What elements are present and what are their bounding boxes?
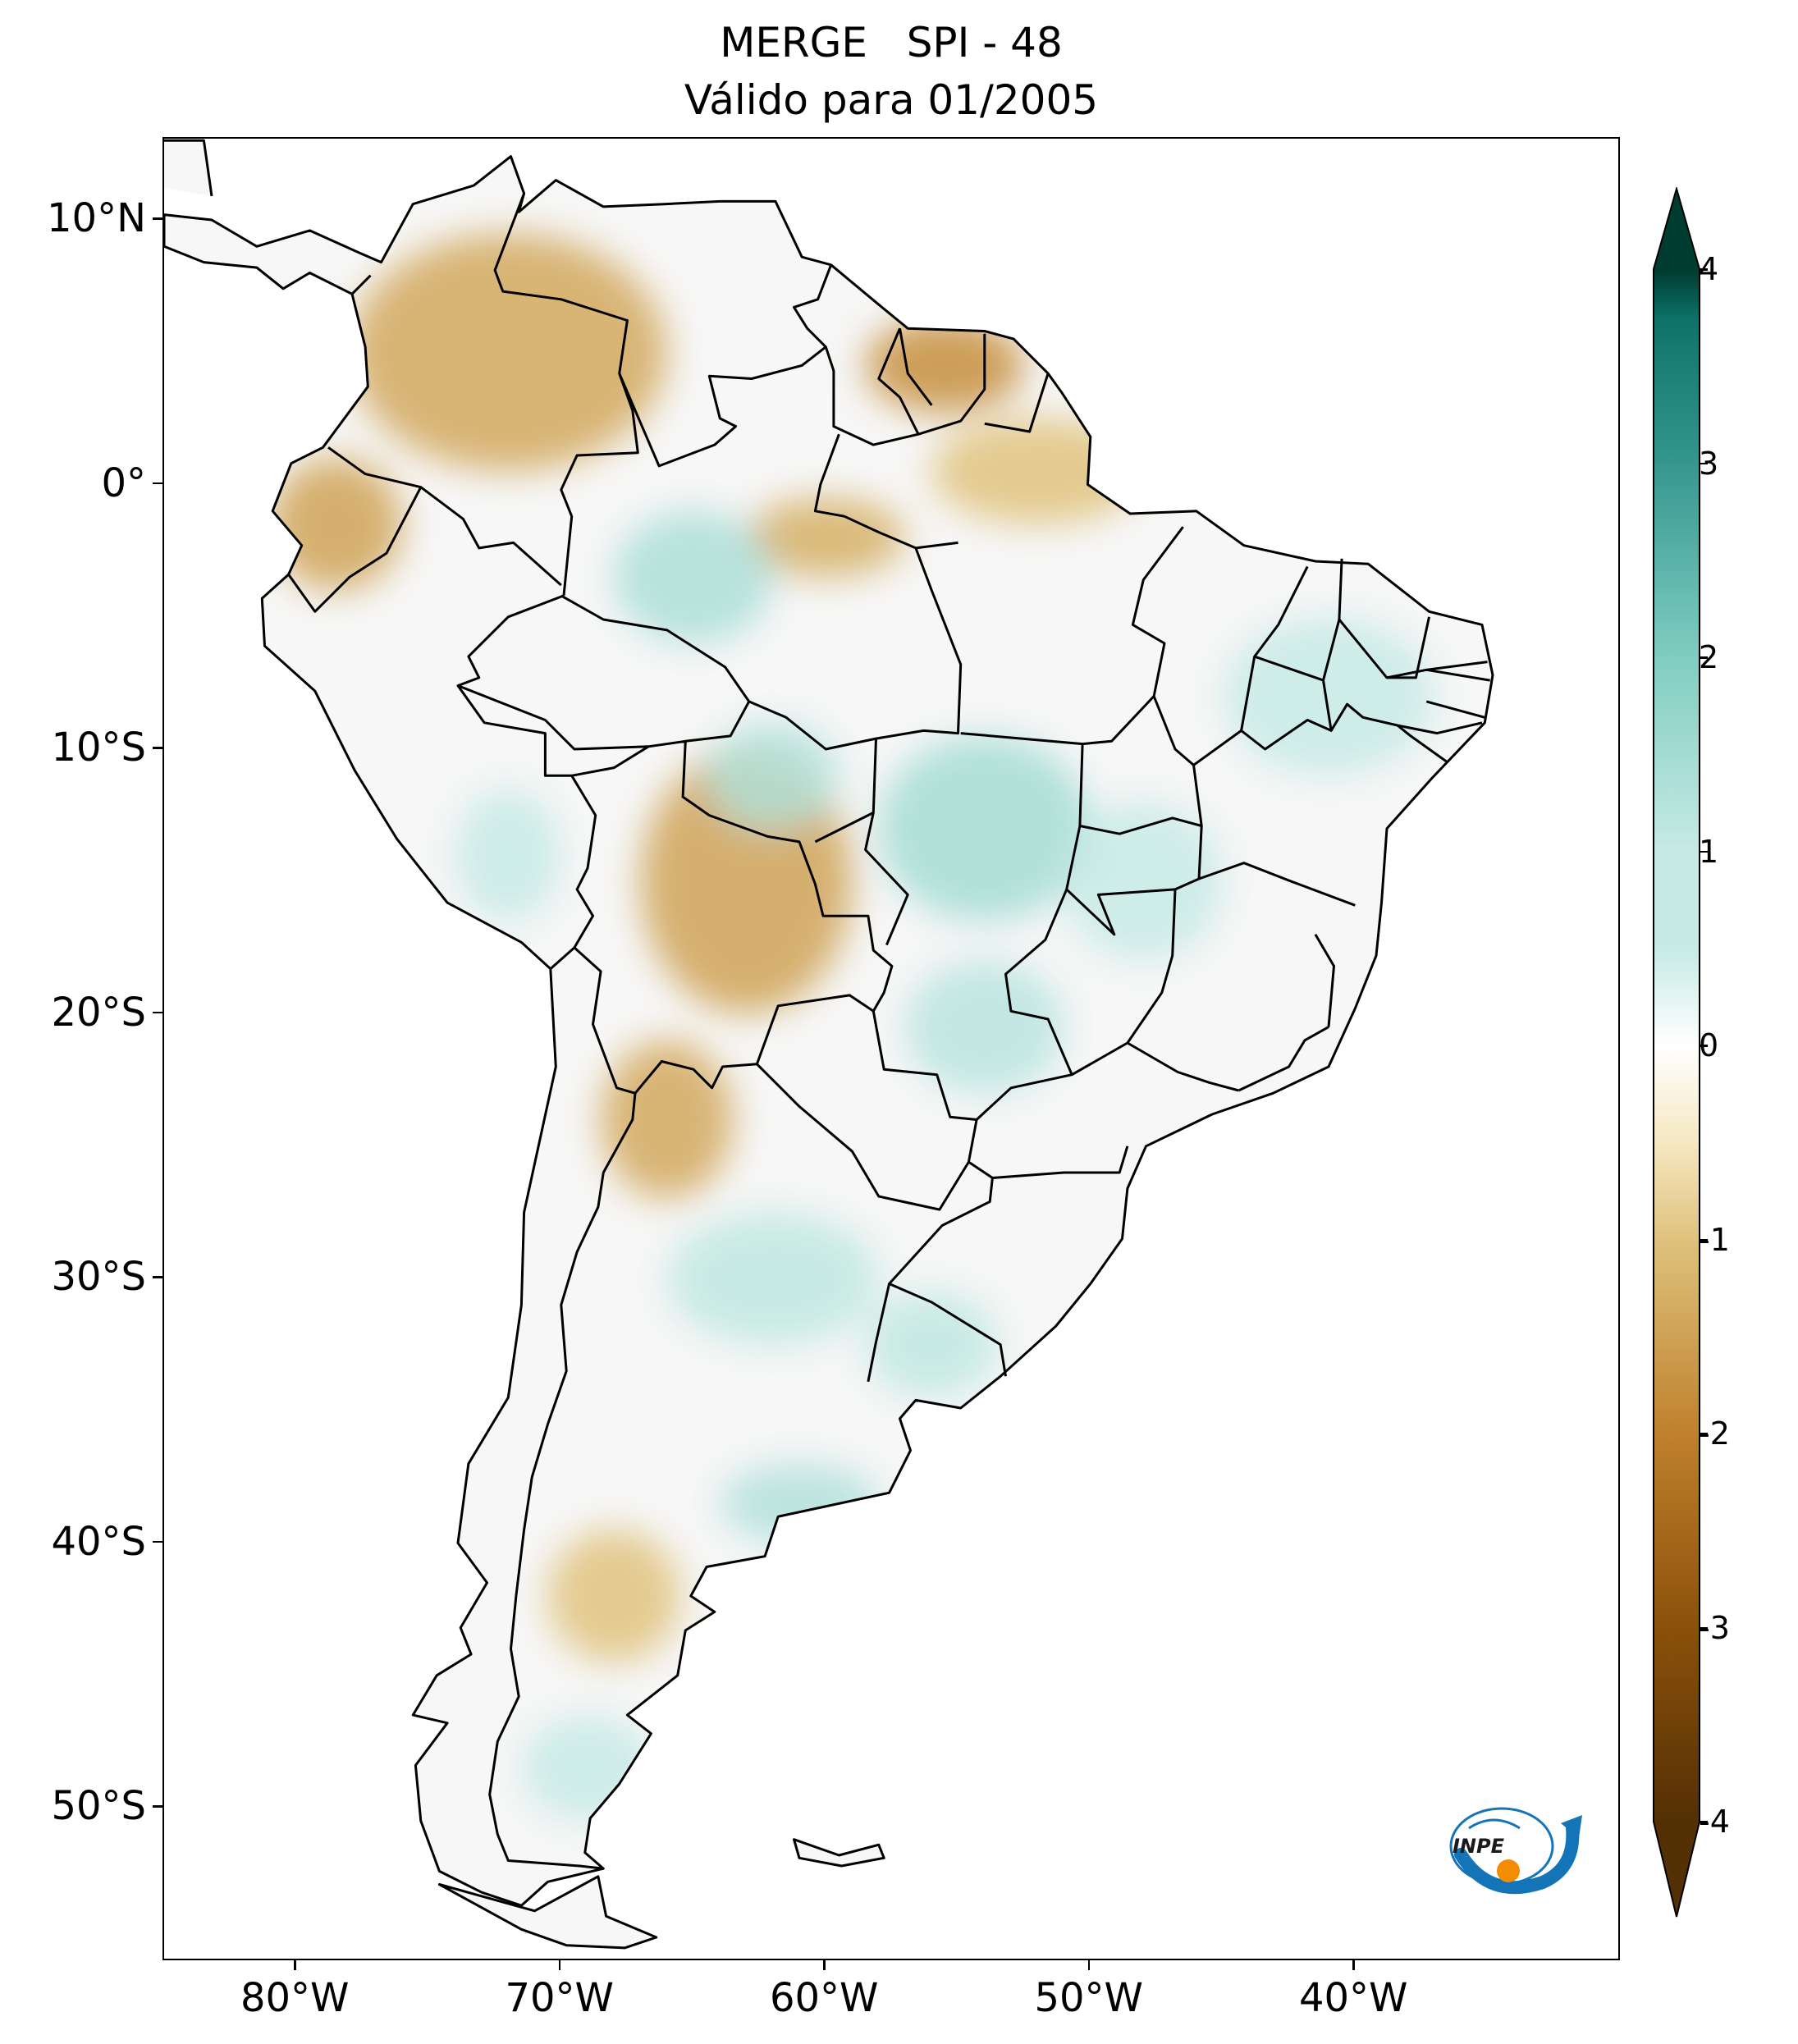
lat-tick-mark <box>153 1276 162 1278</box>
colorbar-tick-mark <box>1700 1433 1708 1435</box>
anomaly-buenos-aires-south <box>720 1463 879 1543</box>
coastline <box>164 155 1494 1907</box>
anomaly-goias <box>1064 802 1223 961</box>
border-line-15 <box>685 433 963 751</box>
lon-tick-mark <box>1087 1960 1091 1970</box>
border-line-34 <box>1338 616 1430 679</box>
logo-text: INPE <box>1453 1835 1505 1858</box>
lon-tick-label: 80°W <box>240 1975 350 2021</box>
lat-tick-label: 0° <box>101 460 146 506</box>
anomaly-colombia-venezuela-andes <box>349 233 667 472</box>
border-line-40 <box>915 541 958 550</box>
lat-tick-label: 10°N <box>47 195 146 241</box>
colorbar-tick-mark <box>1700 656 1708 659</box>
map-title: MERGE SPI - 48 <box>720 19 1063 66</box>
border-line-14 <box>984 373 1050 433</box>
anomaly-west-amazonas <box>614 510 773 643</box>
border-line-25 <box>1065 888 1176 936</box>
lat-tick-label: 10°S <box>51 725 146 771</box>
border-line-38 <box>1397 721 1483 735</box>
anomaly-north-para <box>931 418 1144 524</box>
lon-tick-label: 50°W <box>1034 1975 1144 2021</box>
colorbar-tick-mark <box>1700 850 1708 853</box>
border-line-6 <box>571 739 894 1095</box>
border-line-37 <box>1425 700 1485 719</box>
colorbar-tick-mark <box>1700 462 1708 464</box>
border-line-21 <box>1071 1041 1239 1092</box>
border-line-19 <box>864 812 909 946</box>
lat-tick-mark <box>153 747 162 749</box>
border-line-7 <box>872 1011 978 1163</box>
lat-tick-mark <box>153 217 162 220</box>
lon-tick-label: 70°W <box>505 1975 615 2021</box>
border-line-29 <box>1238 1026 1329 1092</box>
border-line-20 <box>960 732 1084 1121</box>
anomaly-rondonia <box>707 722 840 829</box>
border-line-30 <box>1192 702 1448 766</box>
border-line-0 <box>350 274 372 295</box>
colorbar-tick-mark <box>1700 1045 1708 1047</box>
anomaly-northeast-brazil <box>1223 616 1434 776</box>
anomaly-patagonia-north <box>547 1530 680 1662</box>
border-line-39 <box>899 327 933 406</box>
central-america-coast <box>164 139 213 197</box>
anomaly-north-argentina <box>601 1040 734 1200</box>
border-line-10 <box>889 1283 1007 1377</box>
border-line-26 <box>1126 825 1203 1044</box>
lat-tick-mark <box>153 1011 162 1013</box>
lat-tick-label: 30°S <box>51 1254 146 1300</box>
border-line-28 <box>1314 934 1335 1027</box>
tierra-del-fuego-coast <box>437 1875 658 1950</box>
border-line-31 <box>1240 565 1309 731</box>
border-line-4 <box>456 594 597 970</box>
lat-tick-label: 20°S <box>51 989 146 1036</box>
border-line-18 <box>814 738 877 844</box>
map-canvas <box>164 139 1494 1950</box>
lon-tick-mark <box>823 1960 826 1970</box>
anomaly-mato-grosso <box>878 735 1091 921</box>
land-fill <box>164 140 1493 1948</box>
border-line-3 <box>287 487 423 613</box>
colorbar <box>1653 187 1700 1918</box>
anomaly-guianas <box>865 318 1025 414</box>
border-line-22 <box>992 1145 1129 1179</box>
lon-tick-mark <box>1352 1960 1355 1970</box>
border-line-12 <box>824 327 920 446</box>
anomaly-uruguay <box>865 1292 998 1398</box>
colorbar-tick-mark <box>1700 1821 1708 1823</box>
colorbar-tick-mark <box>1700 1238 1708 1241</box>
anomaly-mato-grosso-do-sul <box>905 961 1064 1094</box>
map-subtitle: Válido para 01/2005 <box>684 76 1099 124</box>
anomaly-roraima-south <box>746 497 905 578</box>
border-line-13 <box>917 333 986 436</box>
map-panel <box>162 137 1620 1960</box>
anomaly-south-peru <box>455 789 561 921</box>
anomaly-patagonia-south <box>521 1715 654 1822</box>
border-line-17 <box>560 594 750 702</box>
border-line-16 <box>457 684 649 751</box>
lat-tick-mark <box>153 1540 162 1543</box>
lon-tick-mark <box>294 1960 296 1970</box>
border-line-8 <box>756 1063 970 1211</box>
border-line-5 <box>488 946 637 1870</box>
border-line-36 <box>1426 668 1490 682</box>
colorbar-tick-mark <box>1700 1626 1708 1629</box>
colorbar-tick-mark <box>1700 268 1708 271</box>
lat-tick-label: 50°S <box>51 1783 146 1829</box>
falkland-islands-coast <box>793 1838 885 1868</box>
border-line-23 <box>1082 526 1184 746</box>
lon-tick-label: 40°W <box>1298 1975 1408 2021</box>
anomaly-ecuador <box>270 458 403 591</box>
inpe-logo: INPE <box>1449 1807 1582 1895</box>
border-line-11 <box>618 264 833 468</box>
lat-tick-mark <box>153 1805 162 1808</box>
lat-tick-mark <box>153 482 162 484</box>
lon-tick-mark <box>558 1960 561 1970</box>
lon-tick-label: 60°W <box>769 1975 879 2021</box>
lat-tick-label: 40°S <box>51 1518 146 1565</box>
border-line-2 <box>327 446 562 587</box>
anomaly-central-argentina <box>666 1212 879 1345</box>
border-line-27 <box>1198 862 1356 907</box>
